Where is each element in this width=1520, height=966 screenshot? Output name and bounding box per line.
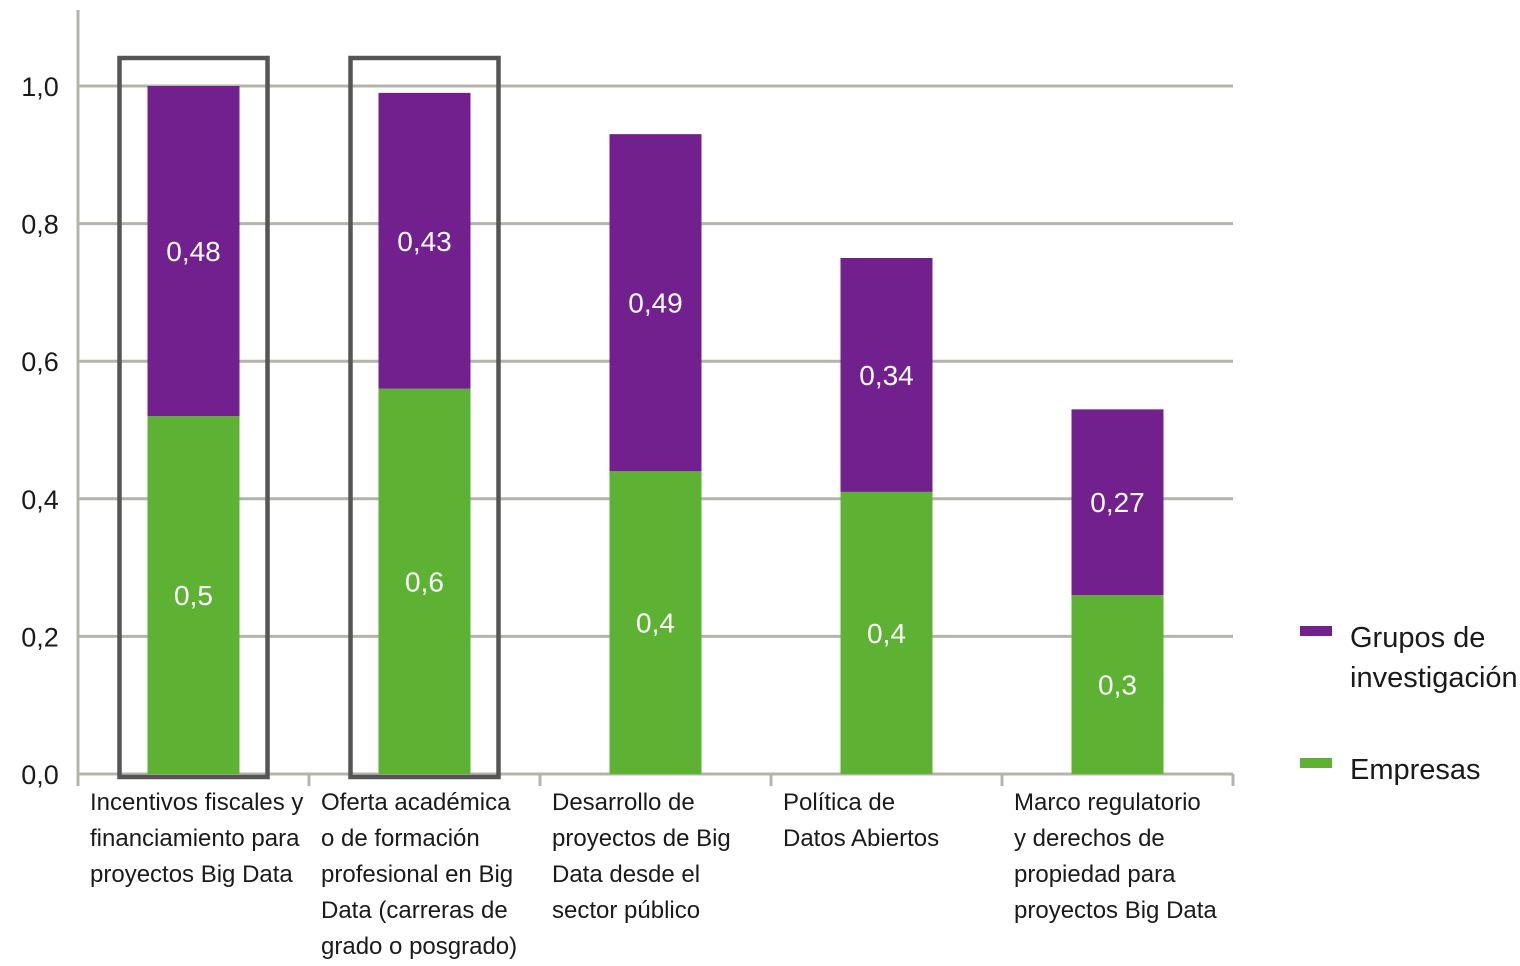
bar-segment	[1071, 409, 1164, 596]
highlight-box	[348, 55, 501, 780]
category-label-line: Oferta académica	[321, 789, 511, 816]
category-label-line: grado o posgrado)	[321, 933, 518, 960]
category-label-line: profesional en Big	[321, 861, 514, 888]
category-label-line: Marco regulatorio	[1014, 789, 1201, 816]
bar-segment	[840, 491, 933, 774]
y-tick-label: 0,2	[21, 622, 59, 652]
bar-segment	[378, 92, 471, 389]
data-label: 0,43	[397, 226, 452, 257]
y-tick-label: 1,0	[21, 72, 59, 102]
legend-swatch-grupos	[1300, 626, 1332, 636]
category-label-line: proyectos Big Data	[1014, 897, 1217, 924]
data-label: 0,34	[859, 360, 914, 391]
y-tick-labels: 0,0 0,2 0,4 0,6 0,8 1,0	[21, 72, 59, 790]
bar-segment	[609, 471, 702, 774]
data-label: 0,6	[405, 566, 444, 597]
legend-label-grupos: Grupos de investigación	[1350, 622, 1518, 694]
category-label: Oferta académica o de formación profesiona…	[321, 785, 517, 965]
data-label: 0,27	[1090, 487, 1145, 518]
data-label: 0,3	[1098, 670, 1137, 701]
highlight-box	[117, 55, 270, 780]
category-label-line: Data desde el	[552, 861, 701, 888]
category-label-line: proyectos de Big	[552, 825, 731, 852]
category-label: Desarrollo de proyectos de Big Data desde …	[552, 785, 731, 929]
bars: 0,5 0,48 0,6 0,43 0,4 0,49 0,4 0,34 0,3 0,27	[147, 86, 1164, 774]
category-label-line: proyectos Big Data	[90, 861, 293, 888]
legend-item-grupos: Grupos de investigación	[1300, 618, 1520, 698]
bar-segment	[609, 134, 702, 472]
category-label-line: Desarrollo de	[552, 789, 695, 816]
bar-segment	[147, 86, 240, 417]
data-label: 0,49	[628, 288, 683, 319]
y-tick-label: 0,8	[21, 210, 59, 240]
category-label: Marco regulatorio y derechos de propiedad …	[1014, 785, 1217, 929]
category-label-line: Incentivos fiscales y	[90, 789, 304, 816]
bar-segment	[1071, 595, 1164, 774]
bar-segment	[378, 388, 471, 774]
category-label-line: Datos Abiertos	[783, 825, 940, 852]
category-label-line: Data (carreras de	[321, 897, 508, 924]
data-label: 0,5	[174, 580, 213, 611]
legend-swatch-empresas	[1300, 758, 1332, 768]
bar-segment	[840, 258, 933, 492]
category-label-line: y derechos de	[1014, 825, 1165, 852]
category-label-line: Política de	[783, 789, 896, 816]
y-tick-label: 0,4	[21, 485, 59, 515]
data-label: 0,48	[166, 236, 221, 267]
category-label-line: o de formación	[321, 825, 480, 852]
data-label: 0,4	[636, 608, 675, 639]
y-tick-label: 0,0	[21, 760, 59, 790]
y-tick-label: 0,6	[21, 347, 59, 377]
legend-item-empresas: Empresas	[1300, 750, 1520, 790]
data-label: 0,4	[867, 618, 906, 649]
legend-label-empresas: Empresas	[1350, 754, 1481, 786]
category-label-line: financiamiento para	[90, 825, 300, 852]
category-label: Política de Datos Abiertos	[783, 785, 939, 857]
category-label-line: propiedad para	[1014, 861, 1176, 888]
bar-segment	[147, 416, 240, 774]
category-label: Incentivos fiscales y financiamiento para…	[90, 785, 303, 893]
category-label-line: sector público	[552, 897, 701, 924]
highlight-boxes	[117, 55, 501, 780]
